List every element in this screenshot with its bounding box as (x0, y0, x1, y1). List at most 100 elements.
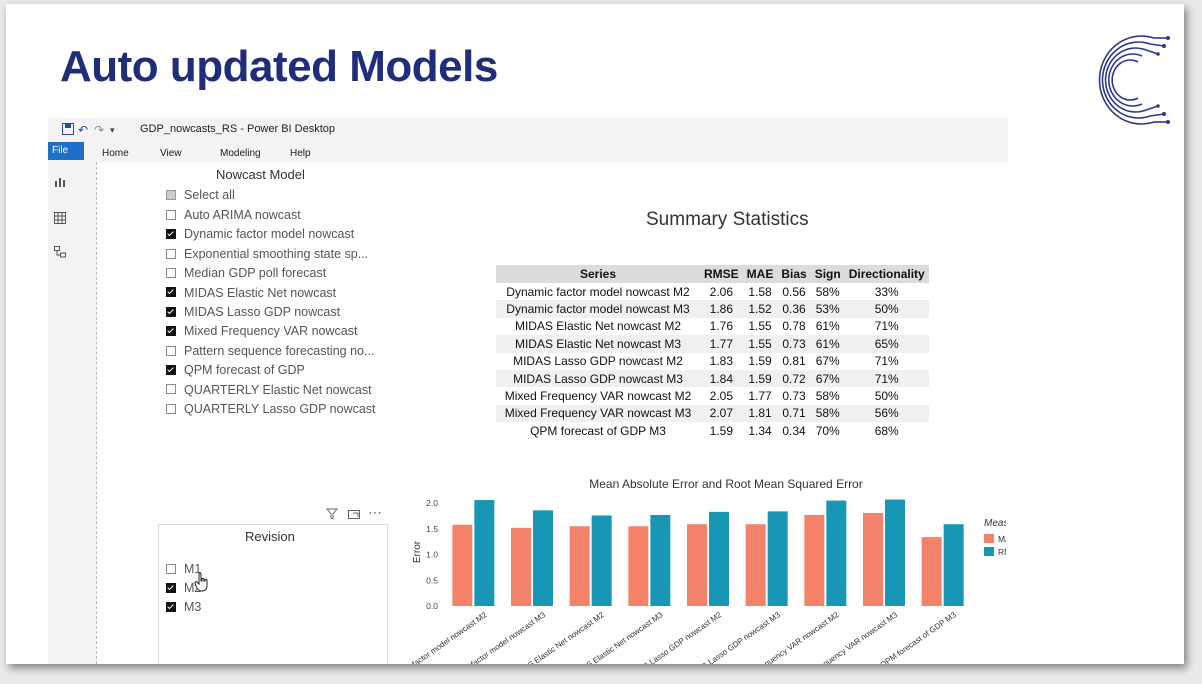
column-header[interactable]: Bias (777, 265, 811, 283)
select-all-checkbox[interactable] (166, 189, 176, 200)
revision-slicer-label: M3 (184, 600, 202, 614)
nowcast-slicer-label: Dynamic factor model nowcast (184, 227, 355, 242)
summary-table: Series RMSE MAE Bias Sign Directionality Dyna… (496, 265, 929, 440)
table-row: Dynamic factor model nowcast M2 2.06 1.58 0… (496, 283, 929, 300)
table-row: MIDAS Lasso GDP nowcast M2 1.83 1.59 0.81 67… (496, 353, 929, 370)
slicer-select-all[interactable]: Select all (166, 188, 235, 202)
table-cell: 50% (874, 389, 899, 404)
nowcast-slicer-label: QPM forecast of GDP (184, 363, 305, 378)
table-cell: Mixed Frequency VAR nowcast M3 (496, 404, 700, 423)
tab-modeling[interactable]: Modeling (220, 148, 261, 159)
nowcast-slicer-item[interactable]: Pattern sequence forecasting no... (166, 344, 374, 358)
nowcast-slicer-checkbox[interactable] (166, 403, 176, 414)
nowcast-slicer-checkbox[interactable] (166, 384, 176, 395)
table-cell: 1.58 (748, 284, 772, 299)
nowcast-slicer-checkbox[interactable] (166, 287, 176, 298)
filter-icon[interactable] (326, 508, 338, 520)
tab-home[interactable]: Home (102, 148, 129, 159)
data-view-icon[interactable] (54, 212, 66, 224)
bar-mae (745, 524, 766, 606)
mouse-pointer-icon (194, 572, 208, 592)
revision-slicer-item[interactable]: M1 (166, 562, 201, 576)
tab-help[interactable]: Help (290, 148, 311, 159)
table-cell: 0.78 (782, 319, 806, 334)
table-cell: 71% (844, 369, 929, 388)
y-tick-label: 2.0 (426, 498, 438, 508)
nowcast-slicer-label: QUARTERLY Elastic Net nowcast (184, 382, 372, 397)
nowcast-slicer-label: Exponential smoothing state sp... (184, 246, 369, 261)
model-view-icon[interactable] (54, 246, 66, 258)
bar-mae (863, 512, 883, 606)
title-bar: ↶ ↷ ▾ GDP_nowcasts_RS - Power BI Desktop (48, 118, 1008, 140)
table-cell: 53% (810, 300, 845, 318)
nowcast-slicer-checkbox[interactable] (166, 345, 176, 356)
y-tick-label: 1.0 (426, 550, 438, 560)
x-tick-label: MIDAS Lasso GDP nowcast M3 (684, 610, 782, 664)
nowcast-slicer-item[interactable]: Mixed Frequency VAR nowcast (166, 324, 357, 338)
more-options-icon[interactable]: ⋯ (368, 504, 383, 520)
table-cell: QPM forecast of GDP M3 (530, 423, 666, 438)
tab-file[interactable]: File (48, 142, 84, 160)
table-cell: 0.73 (777, 335, 811, 353)
legend-swatch-rmse (984, 547, 994, 556)
bar-rmse (767, 511, 788, 606)
table-cell: 0.72 (777, 369, 811, 388)
column-header[interactable]: Sign (810, 265, 845, 283)
nowcast-slicer-checkbox[interactable] (166, 248, 176, 259)
nowcast-slicer-item[interactable]: QUARTERLY Elastic Net nowcast (166, 383, 372, 397)
revision-slicer-item[interactable]: M3 (166, 600, 201, 614)
y-axis-label: Error (412, 540, 423, 563)
table-row: Dynamic factor model nowcast M3 1.86 1.52 0… (496, 300, 929, 318)
nowcast-slicer-item[interactable]: MIDAS Elastic Net nowcast (166, 286, 336, 300)
table-cell: 33% (874, 284, 899, 299)
table-cell: 1.77 (748, 389, 772, 404)
logo-icon (1098, 35, 1170, 125)
nowcast-slicer-checkbox[interactable] (166, 267, 176, 278)
revision-slicer-checkbox[interactable] (166, 582, 176, 593)
column-header[interactable]: MAE (742, 265, 778, 283)
revision-slicer-checkbox[interactable] (166, 563, 176, 574)
report-view-icon[interactable] (54, 176, 66, 188)
nowcast-slicer-checkbox[interactable] (166, 326, 176, 337)
nowcast-slicer-item[interactable]: Median GDP poll forecast (166, 266, 326, 280)
bar-rmse (533, 510, 553, 606)
revision-slicer-checkbox[interactable] (166, 601, 176, 612)
x-tick-label: MIDAS Elastic Net nowcast M3 (569, 610, 665, 664)
customize-dropdown-icon[interactable]: ▾ (110, 125, 115, 135)
nowcast-slicer-checkbox[interactable] (166, 209, 176, 220)
table-cell: 0.81 (782, 354, 806, 369)
bar-rmse (943, 524, 964, 606)
nowcast-slicer-item[interactable]: MIDAS Lasso GDP nowcast (166, 305, 340, 319)
nowcast-slicer-item[interactable]: QUARTERLY Lasso GDP nowcast (166, 402, 376, 416)
table-row: MIDAS Lasso GDP nowcast M3 1.84 1.59 0.72 67… (496, 369, 929, 388)
column-header[interactable]: Directionality (844, 265, 929, 283)
redo-icon[interactable]: ↷ (94, 123, 105, 137)
slide-title: Auto updated Models (60, 42, 498, 91)
table-cell: 70% (815, 423, 840, 438)
column-header[interactable]: Series (496, 265, 700, 283)
nowcast-slicer-checkbox[interactable] (166, 229, 176, 240)
table-cell: MIDAS Elastic Net nowcast M2 (514, 319, 682, 334)
nowcast-slicer-checkbox[interactable] (166, 306, 176, 317)
bar-rmse (591, 515, 612, 606)
save-icon[interactable] (62, 123, 74, 138)
nowcast-slicer-item[interactable]: QPM forecast of GDP (166, 363, 305, 377)
chart-title: Mean Absolute Error and Root Mean Square… (589, 477, 862, 491)
table-cell: 1.55 (748, 319, 772, 334)
tab-view[interactable]: View (160, 148, 182, 159)
nowcast-slicer-item[interactable]: Dynamic factor model nowcast (166, 227, 354, 241)
nowcast-slicer-item[interactable]: Exponential smoothing state sp... (166, 247, 368, 261)
nowcast-slicer-item[interactable]: Auto ARIMA nowcast (166, 208, 301, 222)
table-cell: 1.83 (709, 354, 734, 369)
visual-border (96, 162, 98, 664)
undo-icon[interactable]: ↶ (78, 123, 89, 137)
column-header[interactable]: RMSE (700, 265, 743, 283)
ribbon-tabs: File Home View Modeling Help (48, 140, 1008, 162)
focus-mode-icon[interactable] (348, 508, 360, 520)
nowcast-slicer-checkbox[interactable] (166, 364, 176, 375)
table-cell: 0.34 (782, 423, 806, 438)
table-cell: 61% (815, 319, 840, 334)
slicer-nowcast-title: Nowcast Model (216, 167, 305, 182)
bar-mae (921, 537, 942, 606)
slide: Auto updated Models ↶ ↷ ▾ GDP_nowcasts_R… (6, 4, 1184, 664)
